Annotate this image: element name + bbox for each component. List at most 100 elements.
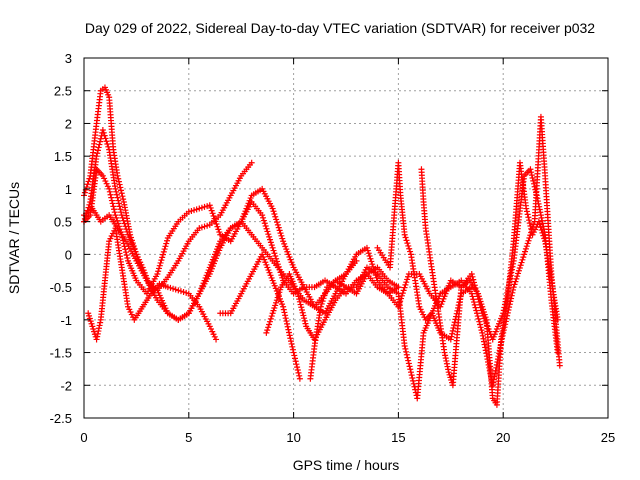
data-point (363, 244, 370, 251)
data-point (177, 288, 184, 295)
data-point (476, 295, 483, 302)
data-point (284, 248, 291, 255)
data-point (410, 377, 417, 384)
data-point (440, 295, 447, 302)
data-point (270, 247, 277, 254)
data-point (264, 264, 271, 271)
data-point (208, 325, 215, 332)
data-point (480, 306, 487, 313)
data-point (530, 177, 537, 184)
data-point (199, 282, 206, 289)
data-point (301, 317, 308, 324)
data-point (275, 224, 282, 231)
x-tick-label: 25 (601, 430, 615, 445)
x-tick-label: 0 (80, 430, 87, 445)
y-tick-label: 2 (65, 116, 72, 131)
data-point (273, 297, 280, 304)
x-tick-label: 10 (286, 430, 300, 445)
data-point (213, 336, 220, 343)
data-point (212, 251, 218, 258)
series-trace-6 (217, 251, 303, 382)
data-point (115, 175, 122, 182)
data-point (279, 235, 286, 242)
data-point (475, 315, 482, 322)
data-point (404, 240, 411, 247)
data-point (159, 254, 166, 261)
data-point (117, 184, 124, 191)
data-point (191, 207, 198, 214)
series-trace-9 (374, 113, 563, 389)
data-point (294, 364, 301, 371)
data-point (275, 291, 282, 298)
data-point (96, 141, 103, 148)
data-point (196, 205, 203, 212)
data-point (404, 354, 411, 361)
data-point (105, 143, 112, 150)
data-point (511, 281, 518, 288)
data-point (401, 284, 408, 291)
data-point (188, 208, 195, 214)
data-point (405, 357, 412, 364)
data-point (123, 226, 130, 233)
data-point (407, 366, 414, 373)
data-point (81, 189, 88, 196)
data-point (449, 330, 456, 337)
data-point (472, 304, 479, 311)
data-point (370, 263, 377, 270)
data-point (107, 191, 114, 198)
data-point (268, 313, 275, 320)
data-point (491, 331, 498, 338)
y-tick-label: 1 (65, 182, 72, 197)
data-point (89, 323, 96, 330)
data-point (526, 220, 533, 227)
x-tick-label: 5 (185, 430, 192, 445)
data-point (209, 256, 216, 263)
data-point (301, 315, 308, 322)
data-point (106, 238, 113, 245)
data-point (323, 286, 330, 293)
data-point (267, 236, 274, 243)
data-point (407, 369, 414, 376)
data-point (524, 211, 531, 218)
data-point (492, 328, 499, 335)
data-point (154, 271, 161, 277)
data-point (477, 298, 484, 305)
data-point (167, 284, 174, 291)
data-point (209, 210, 216, 217)
data-point (318, 300, 325, 307)
data-point (114, 172, 121, 179)
data-point (118, 190, 125, 197)
data-point (278, 232, 285, 239)
data-point (183, 289, 190, 296)
data-point (93, 153, 100, 160)
data-point (111, 206, 118, 213)
data-point (268, 242, 275, 249)
data-point (302, 320, 309, 327)
data-point (528, 169, 535, 176)
data-point (120, 196, 127, 203)
data-point (265, 231, 272, 238)
data-point (266, 233, 273, 240)
data-point (300, 312, 307, 319)
data-point (397, 298, 404, 305)
data-point (529, 175, 536, 181)
y-tick-label: 3 (65, 51, 72, 66)
data-point (193, 206, 200, 213)
data-point (208, 207, 215, 214)
data-point (115, 178, 122, 185)
data-point (201, 223, 208, 230)
data-point (280, 238, 287, 245)
data-point (395, 284, 402, 291)
data-point (198, 204, 205, 211)
data-point (522, 245, 529, 252)
data-point (287, 335, 294, 342)
data-point (470, 276, 477, 283)
data-point (364, 247, 371, 254)
data-point (474, 310, 480, 317)
data-point (196, 290, 203, 297)
data-point (170, 285, 177, 292)
data-point (155, 268, 162, 275)
data-point (271, 211, 278, 217)
data-point (118, 212, 125, 219)
